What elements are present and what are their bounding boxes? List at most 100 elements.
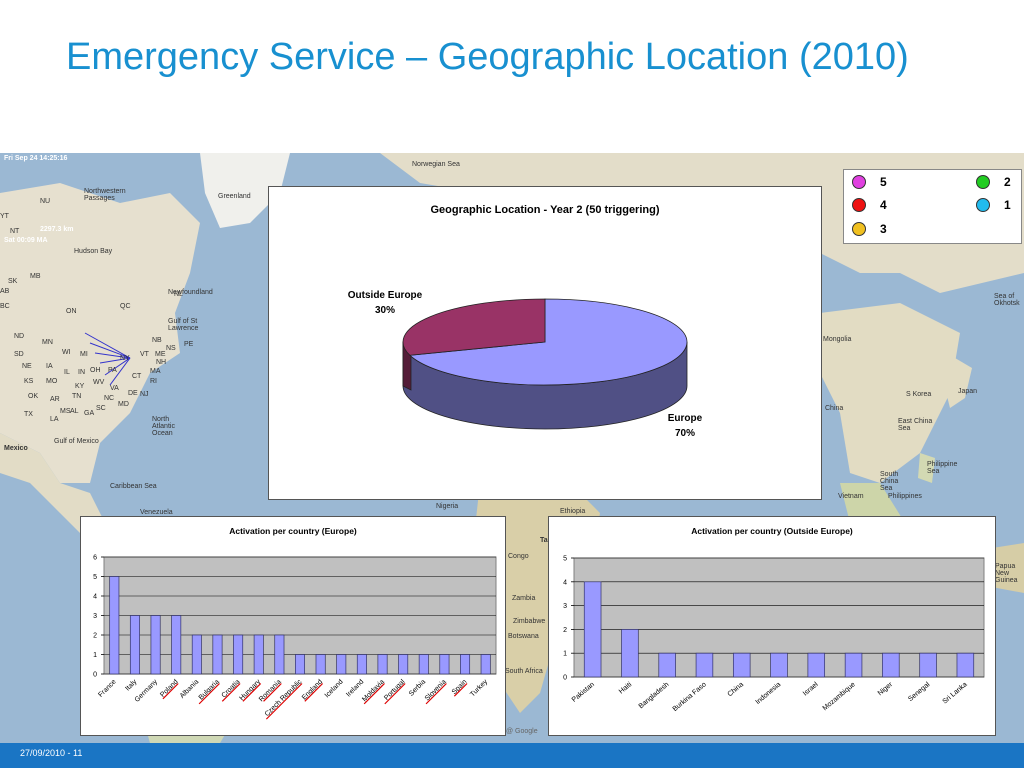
legend-label: 2: [1004, 175, 1011, 189]
map-label-oh: OH: [90, 367, 101, 374]
footer-bar: 27/09/2010 - 11: [0, 743, 1024, 768]
footer-date-page: 27/09/2010 - 11: [20, 748, 83, 758]
underline-mark: [162, 683, 179, 700]
map-label-okhotsk: Sea of Okhotsk: [994, 293, 1020, 307]
x-tick-label: Sri Lanka: [941, 681, 968, 705]
map-legend: 5 2 4 1 3: [843, 169, 1022, 244]
bar-poland: [171, 615, 182, 675]
map-label-al: AL: [70, 408, 79, 415]
slide-title: Emergency Service – Geographic Location …: [66, 36, 909, 78]
bar-portugal: [398, 654, 409, 675]
bar-bulgaria: [212, 634, 223, 675]
map-label-md: MD: [118, 401, 129, 408]
map-label-png: Papua New Guinea: [995, 563, 1018, 584]
map-label-newfoundland: Newfoundland: [168, 289, 213, 296]
x-tick-label: England: [301, 678, 324, 701]
pie-slice-outside-europe: [402, 298, 546, 356]
x-tick-label: Senegal: [907, 681, 932, 703]
map-label-ny: NY: [120, 355, 130, 362]
legend-label: 4: [880, 198, 887, 212]
outside-europe-bar-chart: Activation per country (Outside Europe) …: [563, 526, 985, 713]
legend-item-3: 3: [852, 222, 887, 236]
map-label-pa: PA: [108, 367, 117, 374]
map-label-yt: YT: [0, 213, 9, 220]
map-label-ne: NE: [22, 363, 32, 370]
map-label-greenland: Greenland: [218, 193, 251, 200]
y-tick-label: 2: [563, 627, 567, 634]
x-tick-label: Iceland: [324, 678, 345, 699]
legend-label: 1: [1004, 198, 1011, 212]
map-label-nw-passages: Northwestern Passages: [84, 188, 126, 202]
legend-dot-icon: [852, 198, 866, 212]
y-tick-label: 4: [93, 594, 97, 601]
map-label-congo: Congo: [508, 553, 529, 560]
map-attribution: @ Google: [506, 728, 538, 735]
bar-burkina-faso: [695, 652, 714, 678]
map-label-ks: KS: [24, 378, 34, 385]
legend-label: 3: [880, 222, 887, 236]
y-tick-label: 2: [93, 633, 97, 640]
map-label-ky: KY: [75, 383, 85, 390]
map-label-va: VA: [110, 385, 119, 392]
x-tick-label: Mozambique: [822, 681, 857, 712]
y-tick-label: 0: [563, 675, 567, 682]
map-label-norwegian-sea: Norwegian Sea: [412, 161, 460, 168]
bar-albania: [191, 634, 202, 675]
legend-label: 5: [880, 175, 887, 189]
pie-chart-panel: Geographic Location - Year 2 (50 trigger…: [268, 186, 822, 500]
y-tick-label: 1: [93, 652, 97, 659]
map-label-s-korea: S Korea: [906, 391, 932, 398]
map-label-ns: NS: [166, 345, 176, 352]
x-tick-label: Bangladesh: [638, 681, 671, 710]
bar-czech-republic: [295, 654, 305, 675]
map-label-st-lawrence: Gulf of St Lawrence: [168, 318, 199, 332]
bar-moldavia: [377, 654, 388, 675]
map-label-ia: IA: [46, 363, 53, 370]
bar-romania: [274, 634, 285, 675]
map-label-atlantic: North Atlantic Ocean: [152, 416, 175, 437]
legend-item-5: 5: [852, 175, 887, 189]
map-overlay-distance: 2297.3 km: [40, 226, 74, 233]
y-tick-label: 3: [563, 603, 567, 610]
x-tick-label: Serbia: [408, 678, 427, 697]
x-tick-label: Slovenia: [424, 678, 448, 702]
map-overlay-time: Fri Sep 24 14:25:16: [4, 155, 68, 162]
map-label-wi: WI: [62, 349, 71, 356]
bar-slovenia: [439, 654, 450, 675]
bar-ireland: [356, 654, 367, 675]
bar-niger: [882, 652, 900, 678]
pie-label-europe-percent: 70%: [675, 428, 695, 439]
x-tick-label: Niger: [877, 681, 895, 698]
map-label-ga: GA: [84, 410, 95, 417]
outside-chart-title: Activation per country (Outside Europe): [691, 526, 853, 536]
pie-chart: Geographic Location - Year 2 (50 trigger…: [348, 204, 703, 439]
x-tick-label: Israel: [802, 681, 820, 698]
map-label-ma: MA: [150, 368, 161, 375]
bar-bangladesh: [658, 652, 676, 678]
map-label-mn: MN: [42, 339, 53, 346]
map-label-nd: ND: [14, 333, 25, 340]
pie-slice-europe: [409, 298, 688, 386]
map-label-mexico: Mexico: [4, 445, 28, 452]
y-tick-label: 3: [93, 613, 97, 620]
map-label-in: IN: [78, 369, 85, 376]
x-tick-label: Ireland: [345, 678, 365, 698]
map-label-china: China: [825, 405, 844, 412]
x-tick-label: Haiti: [618, 681, 634, 696]
map-label-tx: TX: [24, 411, 33, 418]
map-label-caribbean: Caribbean Sea: [110, 483, 157, 490]
map-label-japan: Japan: [958, 388, 978, 395]
underline-mark: [425, 683, 447, 705]
x-tick-label: Italy: [124, 678, 138, 692]
map-label-de: DE: [128, 390, 138, 397]
map-label-la: LA: [50, 416, 59, 423]
legend-item-2: 2: [976, 175, 1011, 189]
map-label-botswana: Botswana: [508, 633, 539, 640]
map-label-mi: MI: [80, 351, 88, 358]
bar-iceland: [336, 654, 347, 675]
bar-italy: [129, 615, 140, 675]
bar-germany: [150, 615, 161, 675]
map-label-gulf-mexico: Gulf of Mexico: [54, 438, 99, 445]
map-label-south-china-sea: South China Sea: [880, 471, 899, 492]
map-label-zambia: Zambia: [512, 595, 536, 602]
